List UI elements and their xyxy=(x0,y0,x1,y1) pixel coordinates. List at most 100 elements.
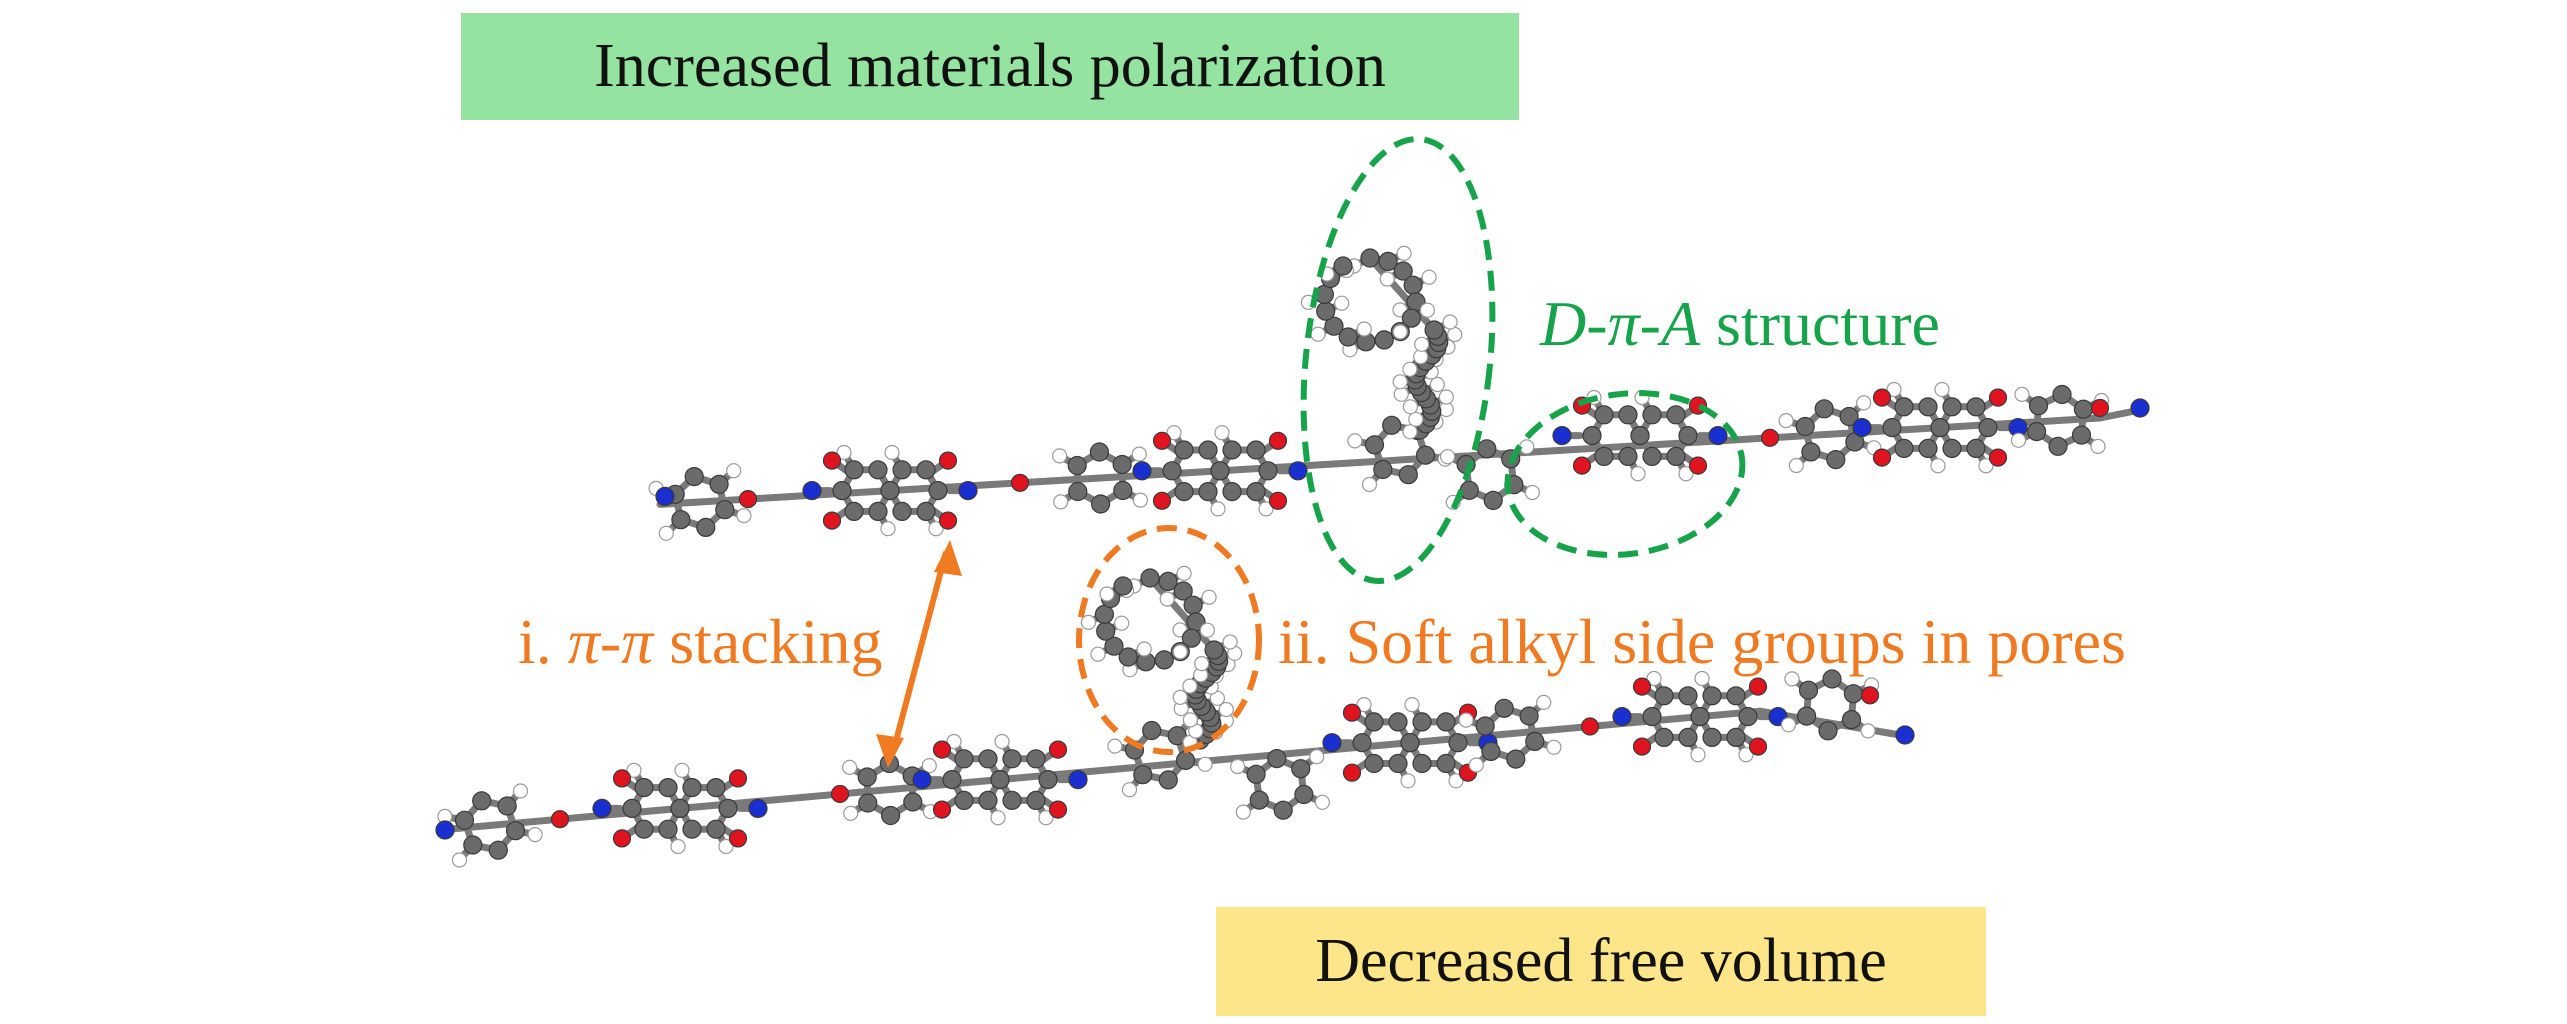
carbon-atom xyxy=(1118,647,1138,667)
carbon-atom xyxy=(1666,405,1686,425)
carbon-atom xyxy=(1162,461,1182,481)
hydrogen-atom xyxy=(1468,757,1484,773)
carbon-atom xyxy=(832,481,852,501)
hydrogen-atom xyxy=(1314,794,1331,810)
carbon-atom xyxy=(1894,397,1914,417)
hydrogen-atom xyxy=(1258,501,1274,517)
oxygen-atom xyxy=(1580,717,1600,736)
pi-stacking-arrowhead-bottom xyxy=(876,734,904,768)
hydrogen-atom xyxy=(1400,773,1416,789)
carbon-atom xyxy=(1594,405,1614,425)
carbon-atom xyxy=(1398,465,1418,485)
hydrogen-atom xyxy=(1447,326,1463,343)
carbon-atom xyxy=(682,777,702,798)
bond xyxy=(1046,471,1154,485)
pi-stacking-label: i. π-π stacking xyxy=(518,610,883,674)
carbon-atom xyxy=(1678,426,1698,446)
oxygen-atom xyxy=(728,829,748,848)
carbon-atom xyxy=(1154,650,1174,670)
hydrogen-atom xyxy=(1778,413,1794,429)
carbon-atom xyxy=(1942,438,1962,458)
nitrogen-atom xyxy=(1132,461,1152,481)
carbon-atom xyxy=(954,749,974,769)
oxygen-atom xyxy=(1010,473,1030,492)
hydrogen-atom xyxy=(1402,399,1419,415)
pi-rest: stacking xyxy=(653,606,883,677)
hydrogen-atom xyxy=(626,762,642,778)
carbon-atom xyxy=(1090,494,1111,514)
hydrogen-atom xyxy=(1678,466,1694,482)
carbon-atom xyxy=(2028,396,2049,416)
nitrogen-atom xyxy=(748,798,768,819)
carbon-atom xyxy=(1374,330,1394,350)
carbon-atom xyxy=(1702,686,1722,706)
hydrogen-atom xyxy=(1051,448,1068,464)
dpa-rest: structure xyxy=(1700,288,1940,359)
carbon-atom xyxy=(1459,480,1479,500)
carbon-atom xyxy=(1291,759,1311,779)
carbon-atom xyxy=(709,474,729,494)
hydrogen-atom xyxy=(1090,646,1106,662)
hydrogen-atom xyxy=(836,444,852,461)
carbon-atom xyxy=(1067,455,1087,476)
hydrogen-atom xyxy=(1930,458,1946,474)
carbon-atom xyxy=(857,767,877,787)
oxygen-atom xyxy=(1632,677,1652,696)
hydrogen-atom xyxy=(1536,694,1552,711)
carbon-atom xyxy=(1494,698,1514,718)
oxygen-atom xyxy=(1632,737,1652,756)
hydrogen-atom xyxy=(1334,295,1350,311)
hydrogen-atom xyxy=(1214,425,1230,441)
carbon-atom xyxy=(1481,741,1501,762)
dpa-italic: D-π-A xyxy=(1540,288,1700,359)
hydrogen-atom xyxy=(946,733,962,750)
carbon-atom xyxy=(1726,727,1746,748)
carbon-atom xyxy=(454,810,475,830)
nitrogen-atom xyxy=(1288,461,1308,481)
hydrogen-atom xyxy=(1199,622,1216,638)
carbon-atom xyxy=(1519,706,1539,726)
hydrogen-atom xyxy=(527,826,543,843)
carbon-atom xyxy=(1726,686,1746,706)
hydrogen-atom xyxy=(1856,395,1872,411)
hydrogen-atom xyxy=(1347,433,1363,449)
carbon-atom xyxy=(1142,720,1162,741)
increased-polarization-box: Increased materials polarization xyxy=(461,13,1519,120)
hydrogen-atom xyxy=(1396,245,1412,261)
carbon-atom xyxy=(1273,800,1293,820)
carbon-atom xyxy=(1654,686,1674,706)
hydrogen-atom xyxy=(1131,446,1147,462)
carbon-atom xyxy=(1798,680,1819,700)
oxygen-atom xyxy=(1268,491,1288,510)
oxygen-atom xyxy=(1748,737,1768,756)
carbon-atom xyxy=(1918,438,1938,458)
carbon-atom xyxy=(658,777,678,798)
nitrogen-atom xyxy=(802,481,822,501)
carbon-atom xyxy=(1412,753,1432,774)
hydrogen-atom xyxy=(1166,425,1182,441)
oxygen-atom xyxy=(1048,740,1068,759)
carbon-atom xyxy=(1294,784,1314,805)
nitrogen-atom xyxy=(1895,725,1915,745)
carbon-atom xyxy=(715,500,735,520)
hydrogen-atom xyxy=(1886,381,1902,398)
carbon-atom xyxy=(718,798,738,819)
carbon-atom xyxy=(463,835,483,855)
carbon-atom xyxy=(1814,399,1834,419)
carbon-atom xyxy=(1246,764,1266,784)
carbon-atom xyxy=(1618,405,1638,425)
carbon-atom xyxy=(488,840,508,860)
hydrogen-atom xyxy=(1524,484,1541,501)
hydrogen-atom xyxy=(451,852,468,868)
carbon-atom xyxy=(1338,327,1358,347)
bond xyxy=(1146,574,1218,654)
nitrogen-atom xyxy=(2130,398,2150,418)
nitrogen-atom xyxy=(1322,733,1342,753)
hydrogen-atom xyxy=(1361,476,1378,493)
carbon-atom xyxy=(1333,256,1353,276)
hydrogen-atom xyxy=(1860,723,1876,739)
hydrogen-atom xyxy=(1038,810,1054,826)
carbon-atom xyxy=(1894,438,1914,458)
hydrogen-atom xyxy=(1392,324,1408,340)
hydrogen-atom xyxy=(1310,326,1326,342)
